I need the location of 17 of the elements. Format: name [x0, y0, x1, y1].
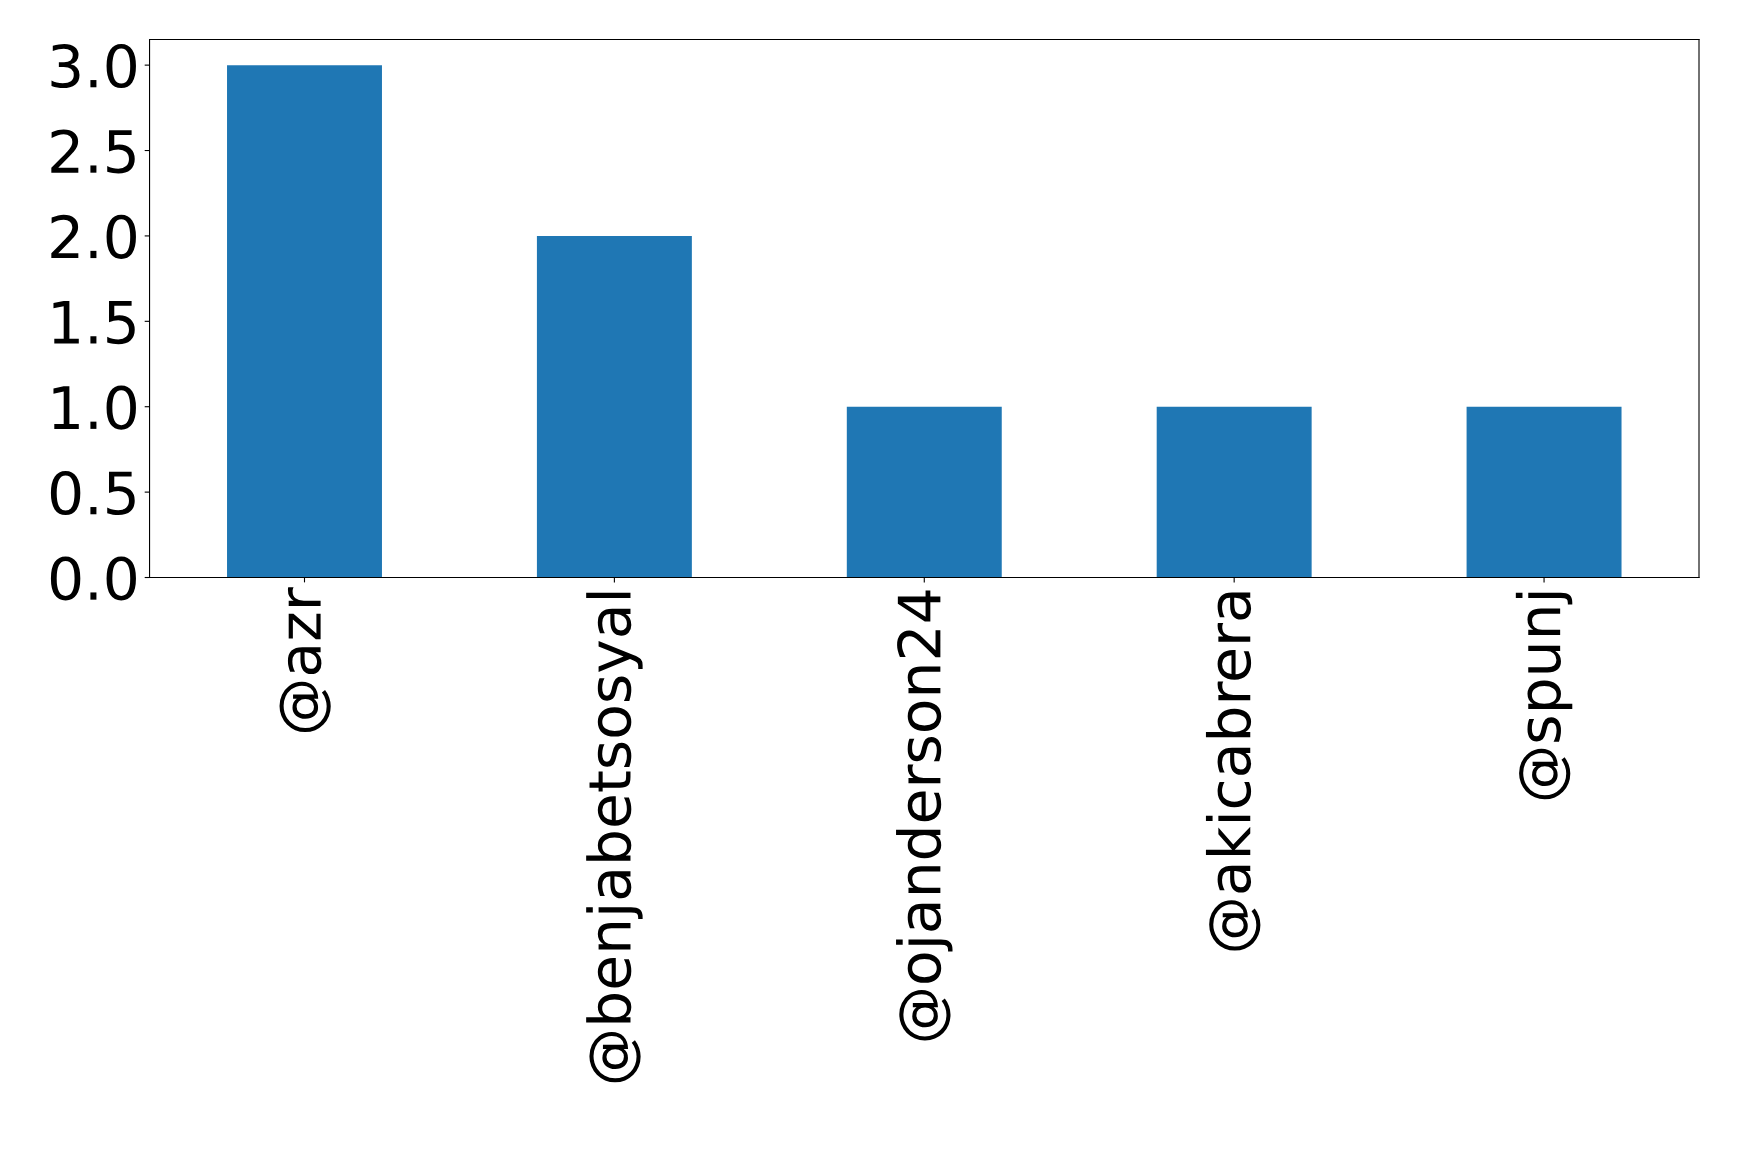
y-tick-label: 1.0 [53, 385, 136, 430]
y-tick-label: 2.5 [51, 129, 135, 174]
x-tick-label: @ojanderson24 [896, 590, 953, 1041]
x-tick-label: @akicabrera [1205, 592, 1261, 951]
y-tick-label: 2.0 [51, 214, 136, 259]
y-tick-label: 0.0 [50, 556, 136, 601]
y-tick-label: 0.5 [50, 470, 135, 516]
x-tick-label: @benjabetsosyal [586, 592, 643, 1083]
bar [1156, 406, 1312, 578]
y-tick-label: 1.5 [53, 300, 135, 345]
bar [846, 406, 1002, 578]
bar [1466, 406, 1622, 578]
x-tick-label: @spunj [1515, 592, 1573, 800]
bar [227, 65, 382, 578]
bar [536, 235, 692, 578]
y-tick-label: 3.0 [51, 44, 136, 89]
x-tick-label: @azr [279, 587, 331, 733]
